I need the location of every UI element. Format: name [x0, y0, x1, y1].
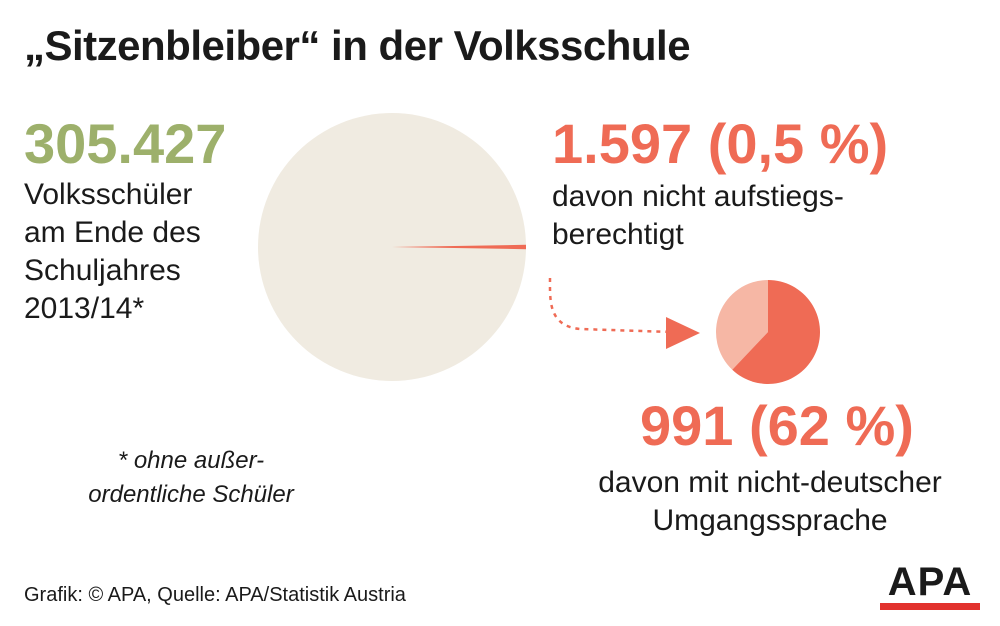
footnote-line: ordentliche Schüler [88, 481, 294, 508]
non-german-description-line: davon mit nicht-deutscher [598, 466, 942, 499]
small-pie-slice-german [715, 280, 768, 370]
repeaters-value: 1.597 (0,5 %) [552, 112, 889, 175]
footnote-line: * ohne außer- [117, 447, 265, 474]
small-pie-slice-non-german [732, 280, 820, 384]
apa-logo-bar [880, 603, 980, 610]
repeaters-description-line: davon nicht aufstiegs- [552, 180, 844, 213]
apa-logo-text: APA [887, 560, 973, 604]
total-description-line: Schuljahres [24, 254, 181, 287]
total-description-line: 2013/14* [24, 292, 145, 325]
page-title: „Sitzenbleiber“ in der Volksschule [24, 22, 691, 69]
repeaters-description-line: berechtigt [552, 218, 684, 251]
repeaters-description: davon nicht aufstiegs- berechtigt [552, 178, 912, 254]
total-students-description: Volksschüler am Ende des Schuljahres 201… [24, 176, 264, 328]
main-pie-slice-repeaters [392, 244, 526, 250]
arrow-head-icon [666, 317, 700, 349]
apa-logo: APA [880, 562, 980, 610]
non-german-description: davon mit nicht-deutscher Umgangssprache [560, 464, 980, 540]
total-description-line: Volksschüler [24, 178, 193, 211]
main-pie [258, 113, 526, 381]
source-credit: Grafik: © APA, Quelle: APA/Statistik Aus… [24, 584, 406, 606]
dotted-arrow-line [548, 277, 673, 334]
small-pie [715, 280, 820, 384]
total-description-line: am Ende des [24, 216, 201, 249]
non-german-description-line: Umgangssprache [652, 504, 888, 537]
total-students-value: 305.427 [24, 112, 227, 175]
footnote: * ohne außer- ordentliche Schüler [60, 444, 322, 512]
non-german-value: 991 (62 %) [640, 394, 914, 457]
